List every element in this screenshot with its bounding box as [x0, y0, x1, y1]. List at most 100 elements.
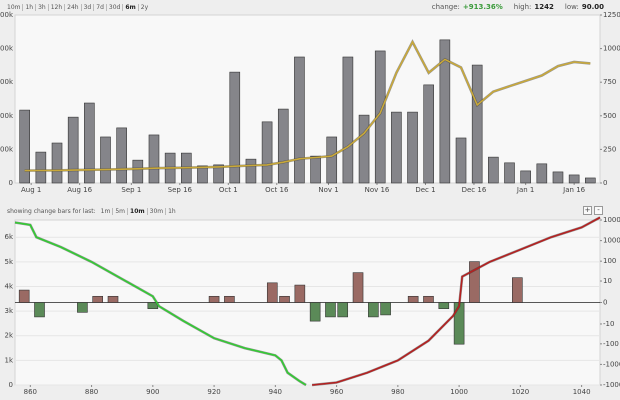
bar — [279, 295, 290, 303]
bar — [374, 50, 386, 184]
change-bar-option[interactable]: 1m — [100, 207, 111, 215]
y2-tick-label: 0 — [603, 299, 607, 307]
bar — [439, 39, 451, 184]
x-tick-label: Nov 16 — [365, 186, 390, 194]
x-tick-label: Jan 16 — [562, 186, 585, 194]
timeframe-button[interactable]: 3h — [35, 3, 48, 11]
change-bar-options: showing change bars for last: 1m 5m 10m 30m… — [5, 205, 178, 217]
timeframe-button[interactable]: 6m — [122, 3, 137, 11]
timeframe-button[interactable]: 2y — [137, 3, 150, 11]
bar — [358, 114, 370, 184]
x-tick-label: 1020 — [511, 388, 529, 396]
timeframe-button[interactable]: 10m — [7, 3, 21, 11]
y-tick-label: 100k — [0, 145, 14, 153]
x-tick-label: 940 — [269, 388, 282, 396]
y2-tick-label: 750 — [603, 78, 616, 86]
bar — [107, 295, 119, 303]
y-tick-label: 500k — [0, 11, 14, 19]
change-bar-option[interactable]: 30m — [146, 207, 165, 215]
x-tick-label: 880 — [85, 388, 98, 396]
stat-value: +913.36% — [462, 3, 503, 11]
timeframe-button[interactable]: 1h — [22, 3, 35, 11]
y2-tick-label: 250 — [603, 145, 616, 153]
bar — [294, 284, 306, 303]
bar — [407, 111, 418, 184]
zoom-button[interactable]: - — [594, 206, 603, 215]
bar — [536, 163, 548, 184]
bar — [132, 159, 144, 184]
bar — [197, 165, 208, 184]
bar — [423, 295, 434, 303]
y2-tick-label: 0 — [603, 179, 607, 187]
line — [24, 40, 591, 172]
y-tick-label: 3k — [4, 307, 13, 315]
timeframe-button[interactable]: 30d — [105, 3, 122, 11]
x-tick-label: 920 — [207, 388, 220, 396]
change-bar-option[interactable]: 10m — [127, 207, 147, 215]
zoom-button[interactable]: + — [583, 206, 592, 215]
bar — [352, 272, 364, 303]
bar — [266, 282, 278, 303]
stat-value: 1242 — [534, 3, 554, 11]
x-tick-label: Aug 16 — [67, 186, 92, 194]
y2-tick-label: -100 — [603, 340, 619, 348]
bar — [488, 156, 499, 184]
x-tick-label: Oct 1 — [219, 186, 238, 194]
timeframe-button[interactable]: 12h — [47, 3, 64, 11]
bar — [148, 134, 160, 184]
bar — [77, 302, 88, 313]
stat-value: 90.00 — [581, 3, 604, 11]
y2-tick-label: 500 — [603, 112, 616, 120]
change-bar-label: showing change bars for last: — [7, 207, 96, 215]
timeframe-button[interactable]: 24h — [64, 3, 80, 11]
bar — [368, 302, 379, 318]
stat-label: high: — [513, 3, 532, 11]
y-tick-label: 2k — [4, 332, 13, 340]
bar — [92, 295, 103, 303]
bar — [35, 151, 47, 184]
bar — [213, 164, 224, 184]
bar — [337, 302, 349, 318]
stat-label: low: — [564, 3, 579, 11]
bar — [585, 177, 596, 184]
bar — [84, 102, 95, 184]
y2-tick-label: 1250 — [603, 11, 620, 19]
bar — [520, 170, 531, 184]
stat-label: change: — [431, 3, 460, 11]
timeframe-button[interactable]: 3d — [80, 3, 94, 11]
bar — [455, 137, 467, 184]
y-tick-label: 200k — [0, 112, 14, 120]
x-tick-label: 900 — [146, 388, 159, 396]
x-tick-label: 860 — [24, 388, 37, 396]
bar — [100, 136, 111, 184]
bar — [18, 289, 30, 303]
change-bar-option[interactable]: 5m — [112, 207, 127, 215]
change-bar-option[interactable]: 1h — [165, 207, 178, 215]
y2-tick-label: 100 — [603, 257, 616, 265]
x-tick-label: 960 — [330, 388, 343, 396]
y2-tick-label: -10 — [603, 320, 614, 328]
y-tick-label: 0 — [9, 381, 13, 389]
x-tick-label: 980 — [391, 388, 404, 396]
y-tick-label: 6k — [4, 233, 13, 241]
y2-tick-label: 1000 — [603, 237, 620, 245]
bar — [34, 302, 45, 318]
bar — [208, 295, 220, 303]
y2-tick-label: -10000 — [603, 381, 620, 389]
timeframe-bar: 10m 1h 3h 12h 24h 3d 7d 30d 6m 2y — [5, 1, 150, 13]
y-tick-label: 0 — [9, 179, 13, 187]
bar — [407, 295, 419, 303]
x-tick-label: Nov 1 — [318, 186, 338, 194]
timeframe-button[interactable]: 7d — [93, 3, 106, 11]
stats: change: +913.36% high: 1242 low: 90.00 — [432, 0, 612, 14]
plot-background — [14, 14, 601, 184]
x-tick-label: Dec 16 — [462, 186, 487, 194]
bar — [261, 121, 273, 184]
bar — [310, 155, 321, 184]
y-tick-label: 4k — [4, 282, 13, 290]
x-tick-label: 1040 — [573, 388, 591, 396]
bar — [229, 71, 241, 184]
bar — [51, 142, 63, 184]
